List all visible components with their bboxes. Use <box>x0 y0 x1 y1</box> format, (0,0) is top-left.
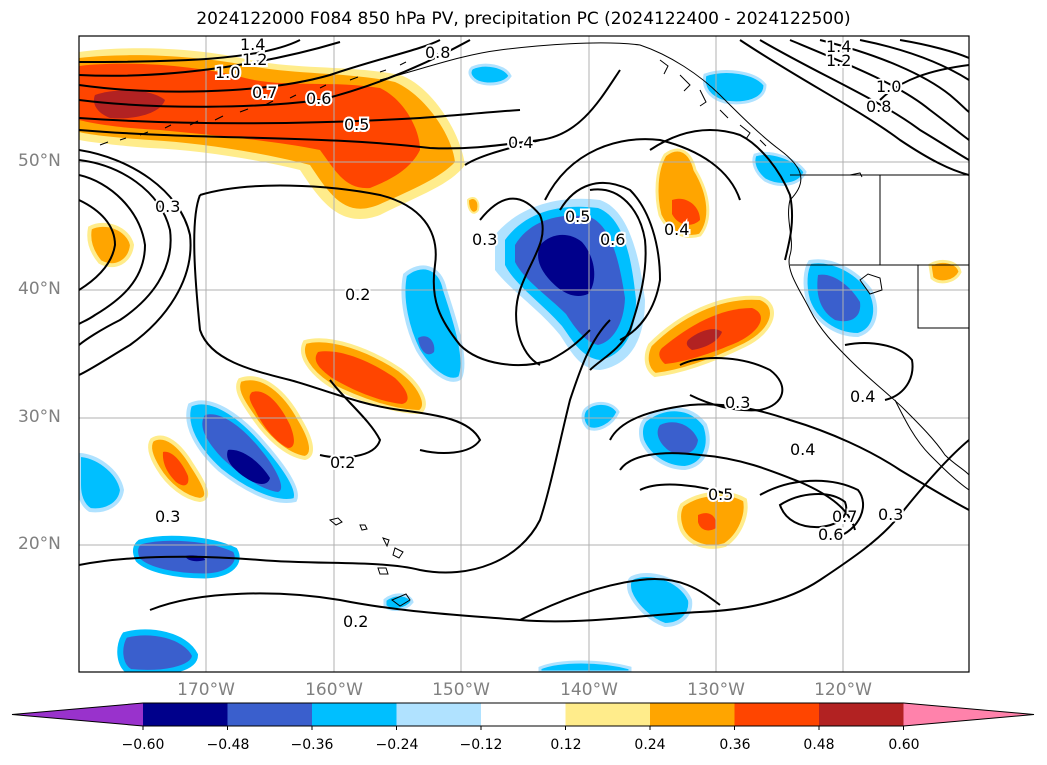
colorbar-tick-label: −0.12 <box>459 737 503 753</box>
colorbar-extend-low <box>12 703 143 726</box>
colorbar-segment <box>481 703 566 726</box>
contour-label: 0.4 <box>508 133 533 152</box>
colorbar-segment <box>143 703 228 726</box>
lat-label: 50°N <box>18 151 61 171</box>
lon-label: 160°W <box>305 680 363 700</box>
contour-label: 0.4 <box>664 220 689 239</box>
colorbar-segment <box>396 703 482 726</box>
contour-label: 1.2 <box>826 51 851 70</box>
colorbar-segment <box>734 703 820 726</box>
contour-label: 1.4 <box>826 37 851 56</box>
gridlines <box>79 36 969 672</box>
colorbar-tick-label: 0.48 <box>803 737 835 753</box>
colorbar-tick-label: −0.48 <box>206 737 250 753</box>
colorbar-segment <box>650 703 735 726</box>
contour-label: 1.0 <box>215 63 240 82</box>
colorbar-tick-label: 0.60 <box>888 737 920 753</box>
lat-label: 20°N <box>18 534 61 554</box>
contour-label: 0.3 <box>725 393 750 412</box>
contour-label: 0.6 <box>600 230 625 249</box>
colorbar-segment <box>819 703 904 726</box>
contour-label: 0.3 <box>472 230 497 249</box>
contour-label: 0.5 <box>565 207 590 226</box>
lon-label: 170°W <box>177 680 235 700</box>
contour-label: 1.4 <box>240 35 265 54</box>
colorbar-tick-label: −0.24 <box>375 737 419 753</box>
lat-label: 30°N <box>18 407 61 427</box>
contour-label: 0.3 <box>878 505 903 524</box>
lon-label: 140°W <box>560 680 618 700</box>
contour-label: 1.0 <box>876 77 901 96</box>
map-title: 2024122000 F084 850 hPa PV, precipitatio… <box>196 9 851 29</box>
lat-label: 40°N <box>18 279 61 299</box>
contour-label: 0.2 <box>343 612 368 631</box>
colorbar-extend-high <box>903 703 1034 726</box>
contour-label: 0.3 <box>155 507 180 526</box>
colorbar <box>11 702 1035 730</box>
contour-label: 0.2 <box>345 285 370 304</box>
contour-label: 0.7 <box>832 507 857 526</box>
colorbar-tick-label: 0.12 <box>550 737 582 753</box>
colorbar-segment <box>565 703 651 726</box>
lon-label: 150°W <box>432 680 490 700</box>
map-frame <box>78 35 970 673</box>
contour-label: 0.7 <box>252 83 277 102</box>
contour-label: 0.4 <box>850 387 875 406</box>
colorbar-tick-label: 0.24 <box>634 737 666 753</box>
colorbar-tick-label: 0.36 <box>719 737 751 753</box>
colorbar-tick-label: −0.36 <box>290 737 334 753</box>
colorbar-segment <box>312 703 397 726</box>
contour-label: 0.5 <box>344 115 369 134</box>
contour-label: 0.6 <box>306 89 331 108</box>
colorbar-segment <box>227 703 313 726</box>
contour-label: 0.3 <box>155 197 180 216</box>
lon-label: 120°W <box>814 680 872 700</box>
contour-label: 0.2 <box>330 453 355 472</box>
pv-contours <box>79 39 969 623</box>
contour-label: 0.5 <box>708 485 733 504</box>
contour-labels: 1.4 1.2 1.0 0.8 0.7 0.6 0.5 0.4 0.3 0.2 … <box>153 35 905 633</box>
contour-label: 0.4 <box>790 440 815 459</box>
contour-label: 0.8 <box>866 97 891 116</box>
lon-label: 130°W <box>687 680 745 700</box>
colorbar-tick-label: −0.60 <box>121 737 165 753</box>
contour-label: 1.2 <box>242 50 267 69</box>
contour-label: 0.6 <box>818 525 843 544</box>
contour-label: 0.8 <box>425 43 450 62</box>
